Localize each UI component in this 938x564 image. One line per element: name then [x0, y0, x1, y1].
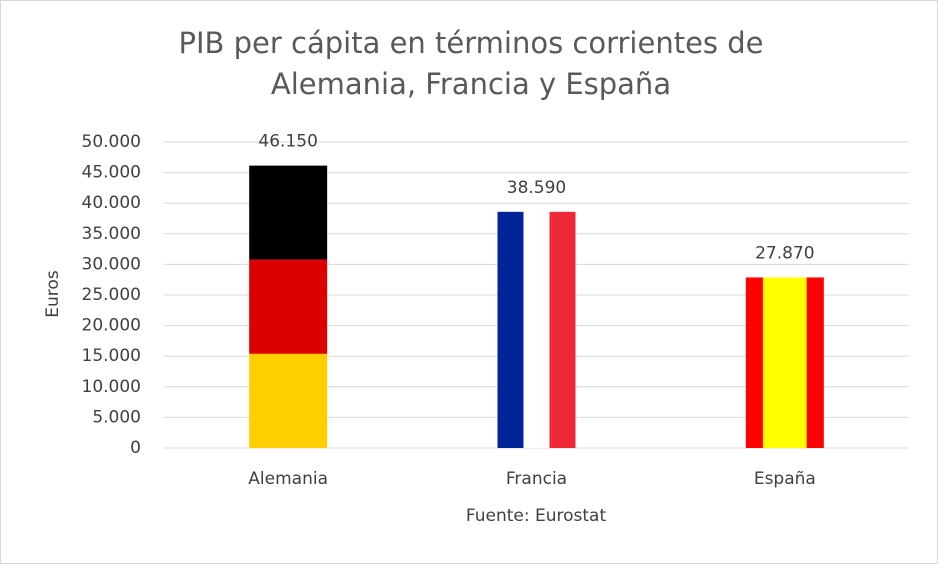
y-tick-label: 0	[130, 438, 141, 458]
chart-title: PIB per cápita en términos corrientes de…	[178, 26, 764, 101]
x-tick-label: España	[754, 469, 816, 489]
y-tick-label: 40.000	[82, 193, 141, 213]
x-tick-label: Alemania	[248, 469, 328, 489]
y-tick-label: 20.000	[82, 316, 141, 336]
bar	[497, 211, 576, 448]
y-tick-label: 50.000	[82, 132, 141, 152]
y-tick-label: 30.000	[82, 254, 141, 274]
bar	[745, 277, 824, 448]
y-tick-label: 35.000	[82, 224, 141, 244]
y-tick-label: 15.000	[82, 346, 141, 366]
bar	[249, 165, 328, 448]
data-label: 27.870	[755, 243, 814, 263]
data-label: 46.150	[258, 132, 317, 152]
plot-area: 0 5.000 10.000 15.000 20.000 25.000 30.000 35.0…	[82, 132, 909, 489]
y-tick-label: 45.000	[82, 163, 141, 183]
x-tick-label: Francia	[506, 469, 567, 489]
y-tick-label: 25.000	[82, 285, 141, 305]
data-label: 38.590	[507, 178, 566, 198]
y-tick-label: 5.000	[92, 407, 141, 427]
y-axis-title: Euros	[43, 270, 63, 318]
x-axis-title: Fuente: Eurostat	[466, 506, 607, 526]
y-tick-label: 10.000	[82, 377, 141, 397]
